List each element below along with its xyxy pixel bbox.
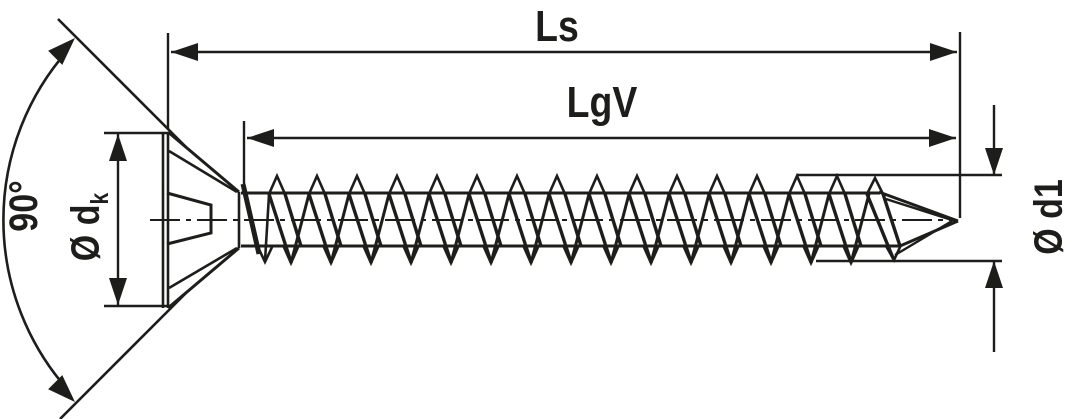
arrow-up-right-icon xyxy=(48,30,83,65)
total-length-label: Ls xyxy=(535,2,579,51)
dim-thread-diameter xyxy=(797,105,1003,352)
screw-body xyxy=(150,130,959,310)
dim-head-angle xyxy=(2,18,187,419)
thread-length-label: LgV xyxy=(566,78,638,127)
thread-start xyxy=(240,183,275,266)
head-diameter-label-subscript: k xyxy=(87,192,114,205)
arrow-up-icon xyxy=(109,134,127,161)
arrow-up-icon xyxy=(985,261,1003,288)
head-angle-label: 90° xyxy=(2,180,46,232)
dim-total-length xyxy=(166,32,962,218)
arrow-left-icon xyxy=(171,43,198,61)
angle-arc xyxy=(2,49,69,391)
arrow-down-right-icon xyxy=(48,375,83,410)
drive-recess-profile xyxy=(166,191,213,246)
head-diameter-label-main: Ø d xyxy=(64,204,108,262)
arrow-right-icon xyxy=(930,43,957,61)
thread-diameter-label: Ø d1 xyxy=(1027,179,1071,255)
dim-head-diameter xyxy=(104,131,170,308)
arrow-right-icon xyxy=(929,129,956,147)
head-diameter-label: Ø dk xyxy=(64,193,114,262)
arrow-down-icon xyxy=(985,148,1003,175)
arrow-down-icon xyxy=(109,278,127,305)
arrow-left-icon xyxy=(247,129,274,147)
dim-thread-length xyxy=(242,121,956,193)
dimensioning xyxy=(2,18,1003,419)
